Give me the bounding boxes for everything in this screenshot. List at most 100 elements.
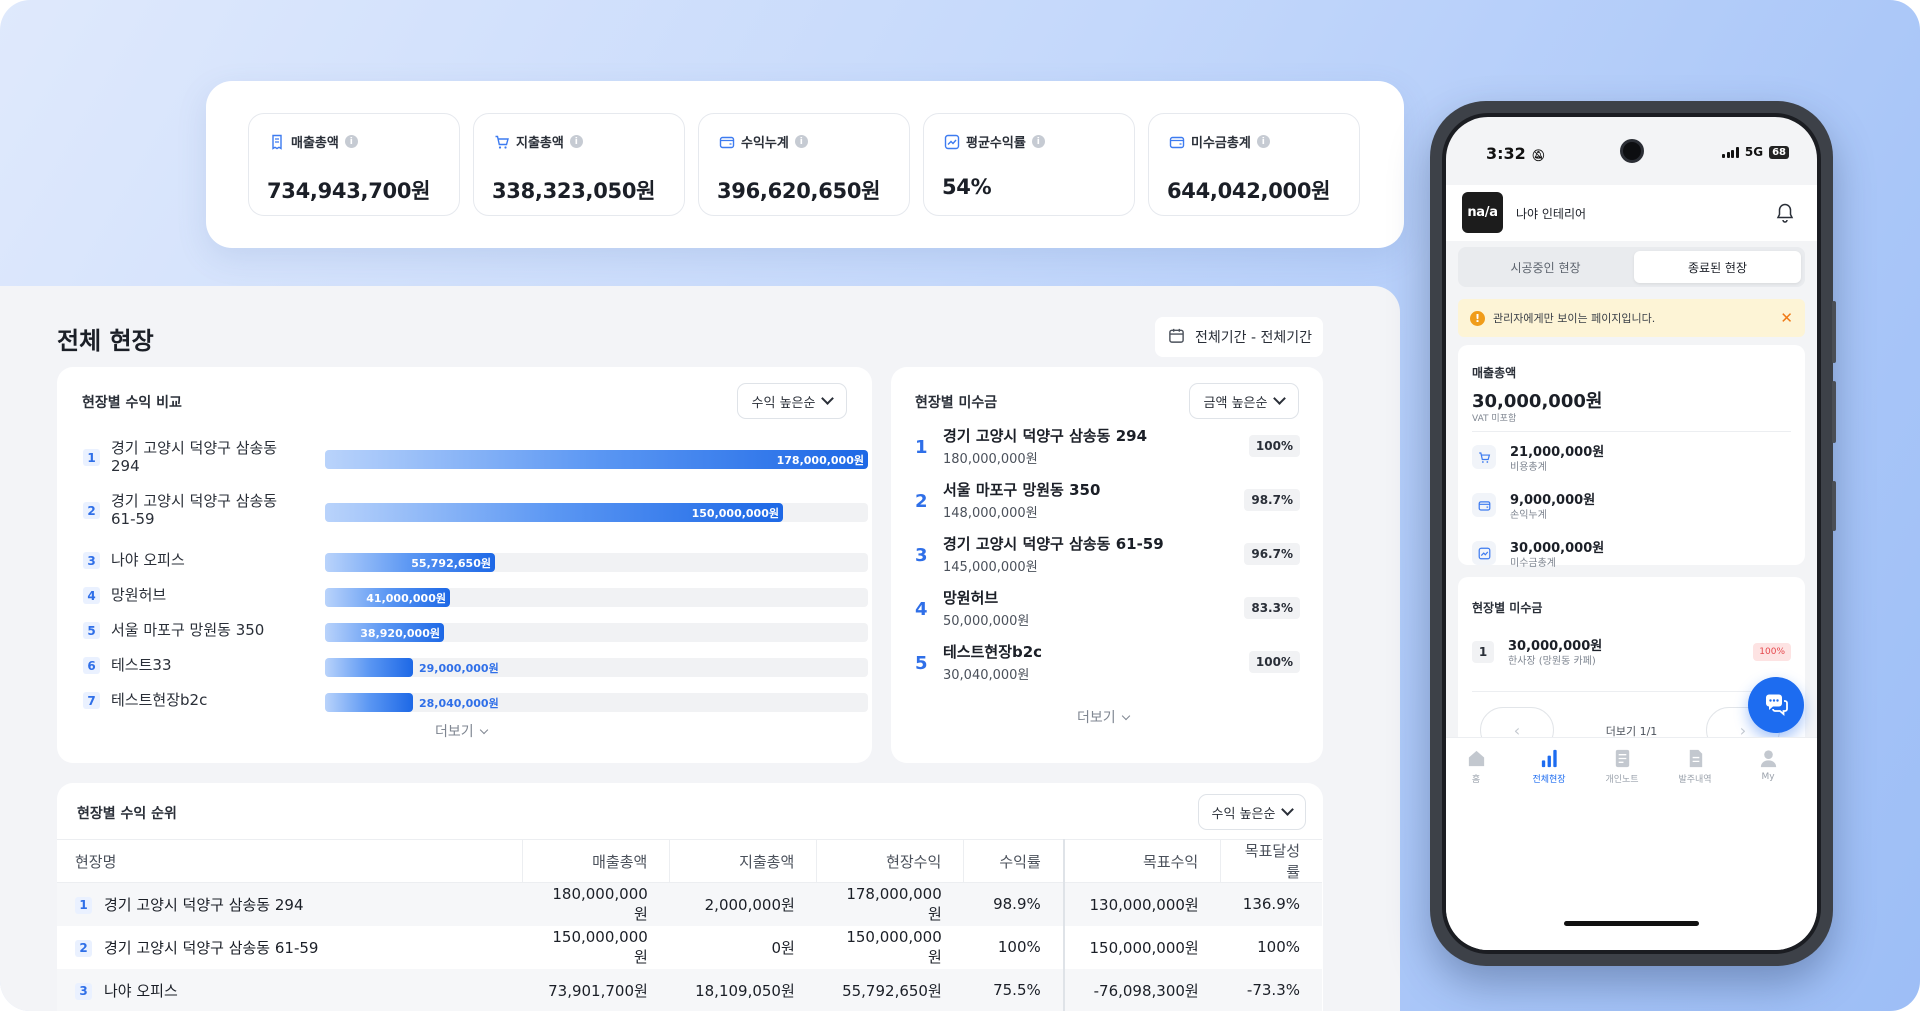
receivable-row[interactable]: 4 망원허브 50,000,000원 83.3%	[915, 587, 1300, 637]
document-icon	[1665, 746, 1725, 770]
nav-my[interactable]: My	[1738, 746, 1798, 782]
receivable-amount: 50,000,000원	[943, 614, 1030, 629]
sales-summary-card: 매출총액 30,000,000원 VAT 미포함 21,000,000원 비용총…	[1458, 345, 1805, 569]
info-icon[interactable]: i	[344, 135, 358, 148]
time-label: 3:32	[1486, 144, 1526, 163]
receivable-item[interactable]: 1 30,000,000원 한사장 (망원동 카페) 100%	[1472, 635, 1791, 671]
rank-number: 5	[915, 653, 928, 674]
home-icon	[1446, 746, 1506, 770]
rank-badge: 7	[83, 692, 100, 709]
ranking-card: 현장별 수익 순위 수익 높은순 현장명 매출총액 지출총액 현장수익 수익률 목표수익 목…	[57, 783, 1323, 1011]
bar: 55,792,650원	[325, 553, 495, 572]
bar-track: 38,920,000원	[325, 623, 868, 642]
info-icon[interactable]: i	[1256, 135, 1270, 148]
bar: 28,040,000원	[325, 693, 499, 712]
kpi-panel: 매출총액 i 734,943,700원 지출총액 i 338,323,050원 수익…	[206, 81, 1404, 248]
bar: 41,000,000원	[325, 588, 450, 607]
column-header[interactable]: 목표달성률	[1220, 839, 1322, 883]
more-button[interactable]: 더보기	[1077, 707, 1130, 727]
table-cell: 2,000,000원	[669, 882, 817, 926]
site-name: 경기 고양시 덕양구 삼송동 294	[943, 427, 1148, 445]
column-header[interactable]: 목표수익	[1062, 839, 1221, 883]
table-cell: -73.3%	[1220, 968, 1322, 1011]
receipt-icon	[269, 134, 285, 150]
status-time: 3:32 🔕︎	[1486, 144, 1545, 163]
bar-row[interactable]: 2 경기 고양시 덕양구 삼송동 61-59 150,000,000원	[83, 492, 868, 528]
tab-finished-sites[interactable]: 종료된 현장	[1634, 251, 1801, 283]
table-cell: 180,000,000원	[522, 882, 670, 926]
bar-row[interactable]: 7 테스트현장b2c 28,040,000원	[83, 684, 868, 716]
nav-orders[interactable]: 발주내역	[1665, 746, 1725, 785]
table-row[interactable]: 3 나야 오피스 73,901,700원 18,109,050원 55,792,650원…	[57, 968, 1322, 1011]
bar-row[interactable]: 1 경기 고양시 덕양구 삼송동 294 178,000,000원	[83, 439, 868, 475]
receivables-sort-dropdown[interactable]: 금액 높은순	[1189, 383, 1299, 419]
card-title: 현장별 수익 비교	[82, 395, 182, 411]
nav-label: 전체현장	[1532, 775, 1566, 785]
bar-row[interactable]: 5 서울 마포구 망원동 350 38,920,000원	[83, 614, 868, 646]
table-row[interactable]: 2 경기 고양시 덕양구 삼송동 61-59 150,000,000원 0원 150,0…	[57, 925, 1322, 969]
rank-number: 3	[915, 545, 928, 566]
info-icon[interactable]: i	[794, 135, 808, 148]
company-name: 나야 인테리어	[1516, 207, 1587, 221]
rank-number: 1	[915, 437, 928, 458]
kpi-card-margin: 평균수익률 i 54%	[923, 113, 1135, 216]
period-filter-button[interactable]: 전체기간 - 전체기간	[1155, 317, 1323, 357]
battery-icon: 68	[1769, 145, 1789, 159]
bar-label: 경기 고양시 덕양구 삼송동 294	[111, 439, 278, 475]
front-camera	[1620, 139, 1644, 163]
trend-chart-icon	[944, 134, 960, 150]
stat-row: 21,000,000원 비용총계	[1472, 441, 1792, 477]
table-cell: 150,000,000원	[552, 927, 648, 966]
bar-row[interactable]: 3 나야 오피스 55,792,650원	[83, 544, 868, 576]
bar: 178,000,000원	[325, 450, 868, 469]
kpi-value: 338,323,050원	[492, 179, 656, 203]
receivable-row[interactable]: 3 경기 고양시 덕양구 삼송동 61-59 145,000,000원 96.7%	[915, 533, 1300, 583]
nav-personal-note[interactable]: 개인노트	[1592, 746, 1652, 785]
phone-power-button	[1832, 481, 1836, 531]
bar-label: 경기 고양시 덕양구 삼송동 61-59	[111, 492, 278, 528]
tab-ongoing-sites[interactable]: 시공중인 현장	[1510, 260, 1581, 275]
bar-row[interactable]: 6 테스트33 29,000,000원	[83, 649, 868, 681]
column-header[interactable]: 현장명	[57, 839, 523, 883]
column-header[interactable]: 지출총액	[669, 839, 817, 883]
stat-caption: 미수금총계	[1510, 558, 1556, 569]
bar-row[interactable]: 4 망원허브 41,000,000원	[83, 579, 868, 611]
bell-icon[interactable]	[1775, 202, 1795, 224]
notebook-icon	[1592, 746, 1652, 770]
main-panel: 전체 현장 전체기간 - 전체기간 현장별 수익 비교 수익 높은순 1 경기 고…	[0, 286, 1400, 1011]
stat-value: 30,000,000원	[1510, 541, 1605, 556]
stat-row: 30,000,000원 미수금총계	[1472, 537, 1792, 573]
more-button[interactable]: 더보기	[435, 721, 488, 741]
receivable-row[interactable]: 1 경기 고양시 덕양구 삼송동 294 180,000,000원 100%	[915, 425, 1300, 475]
bar: 150,000,000원	[325, 503, 783, 522]
status-icons: 5G 68	[1722, 145, 1789, 159]
column-header[interactable]: 현장수익	[816, 839, 964, 883]
table-header-row: 현장명 매출총액 지출총액 현장수익 수익률 목표수익 목표달성률	[57, 839, 1322, 883]
nav-home[interactable]: 홈	[1446, 746, 1506, 785]
kpi-card-receivable: 미수금총계 i 644,042,000원	[1148, 113, 1360, 216]
receivable-pct: 100%	[1248, 651, 1300, 673]
rank-number: 4	[915, 599, 928, 620]
receivable-amount: 180,000,000원	[943, 452, 1038, 467]
bar-chart-icon	[1519, 746, 1579, 770]
company-logo[interactable]: na/a	[1462, 192, 1503, 233]
chevron-down-icon	[1273, 392, 1287, 405]
card-title: 현장별 미수금	[915, 395, 998, 411]
receivable-amount: 30,000,000원	[1508, 639, 1603, 654]
table-row[interactable]: 1 경기 고양시 덕양구 삼송동 294 180,000,000원 2,000,000…	[57, 882, 1322, 926]
info-icon[interactable]: i	[569, 135, 583, 148]
column-header[interactable]: 수익률	[963, 839, 1064, 883]
receivable-row[interactable]: 2 서울 마포구 망원동 350 148,000,000원 98.7%	[915, 479, 1300, 529]
info-icon[interactable]: i	[1031, 135, 1045, 148]
phone-screen: 3:32 🔕︎ 5G 68 na/a 나야 인테리어 시공중인 현장 종료된 현…	[1446, 117, 1817, 950]
close-icon[interactable]: ✕	[1780, 309, 1793, 327]
chat-fab-button[interactable]	[1748, 677, 1804, 733]
receivable-row[interactable]: 5 테스트현장b2c 30,040,000원 100%	[915, 641, 1300, 691]
nav-all-sites[interactable]: 전체현장	[1519, 746, 1579, 785]
ranking-sort-dropdown[interactable]: 수익 높은순	[1198, 794, 1306, 830]
column-header[interactable]: 매출총액	[522, 839, 670, 883]
admin-alert: ! 관리자에게만 보이는 페이지입니다. ✕	[1458, 299, 1805, 337]
profit-sort-dropdown[interactable]: 수익 높은순	[737, 383, 847, 419]
table-cell: 130,000,000원	[1062, 882, 1221, 926]
